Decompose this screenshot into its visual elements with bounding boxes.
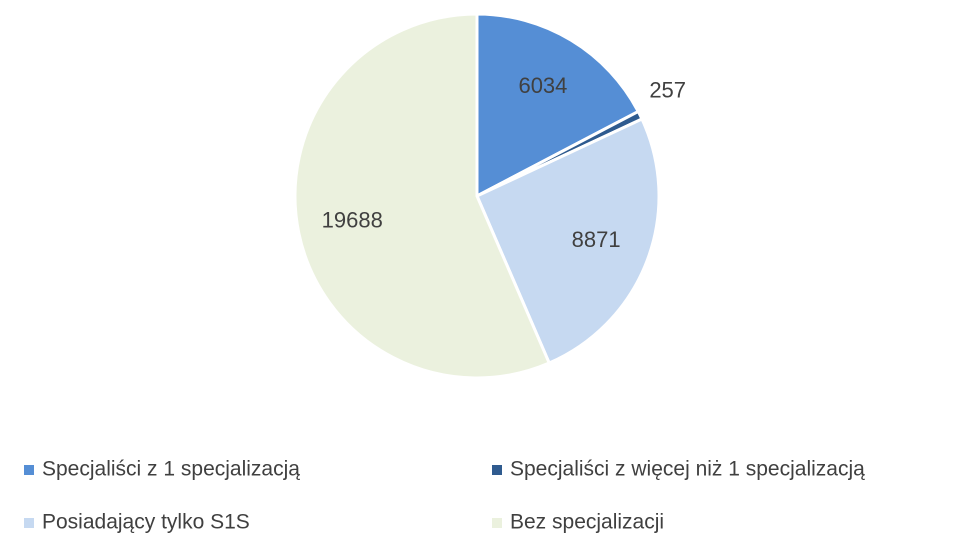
legend-label: Specjaliści z więcej niż 1 specjalizacją [510, 458, 865, 481]
legend-marker [24, 465, 34, 475]
legend-marker [492, 518, 502, 528]
data-label: 6034 [518, 73, 567, 98]
pie-slice [293, 12, 552, 380]
legend-marker [24, 518, 34, 528]
pie-slice [475, 12, 641, 199]
legend-label: Posiadający tylko S1S [42, 511, 250, 534]
legend-marker [492, 465, 502, 475]
legend-label: Specjaliści z 1 specjalizacją [42, 458, 300, 481]
legend-label: Bez specjalizacji [510, 511, 664, 534]
data-label: 19688 [322, 208, 383, 233]
pie-slice [475, 117, 661, 366]
data-label: 8871 [572, 227, 621, 252]
data-label: 257 [649, 77, 686, 102]
